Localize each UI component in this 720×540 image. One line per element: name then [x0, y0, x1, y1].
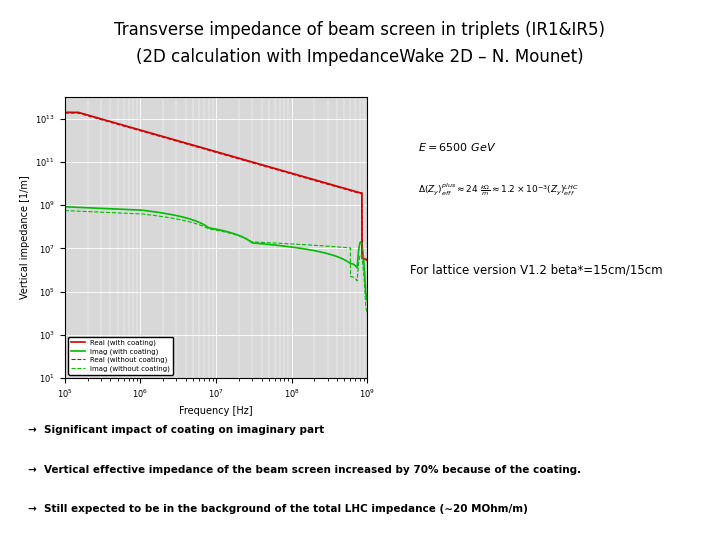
Text: $E = 6500\ GeV$: $E = 6500\ GeV$ — [418, 141, 496, 153]
Real (without coating) — [113, 121, 122, 127]
Real (with coating) — [176, 138, 185, 145]
X-axis label: Frequency [Hz]: Frequency [Hz] — [179, 406, 253, 416]
Text: For lattice version V1.2 beta*=15cm/15cm: For lattice version V1.2 beta*=15cm/15cm — [410, 264, 663, 276]
Imag (with coating) — [363, 298, 372, 304]
Real (without coating) — [60, 110, 69, 116]
Imag (with coating) — [176, 213, 185, 220]
Real (with coating) — [325, 181, 333, 187]
Real (without coating) — [363, 257, 372, 264]
Real (with coating) — [363, 256, 372, 263]
Imag (without coating) — [95, 209, 104, 215]
Line: Imag (without coating): Imag (without coating) — [65, 211, 367, 314]
Imag (without coating) — [189, 220, 198, 226]
Legend: Real (with coating), Imag (with coating), Real (without coating), Imag (without : Real (with coating), Imag (with coating)… — [68, 337, 173, 375]
Y-axis label: Vertical impedance [1/m]: Vertical impedance [1/m] — [19, 176, 30, 300]
Real (with coating) — [357, 190, 366, 196]
Text: Transverse impedance of beam screen in triplets (IR1&IR5): Transverse impedance of beam screen in t… — [114, 21, 606, 39]
Real (with coating) — [189, 142, 198, 149]
Imag (without coating) — [325, 243, 333, 249]
Imag (without coating) — [113, 210, 122, 216]
Text: →  Significant impact of coating on imaginary part: → Significant impact of coating on imagi… — [28, 425, 325, 435]
Real (without coating) — [325, 181, 333, 188]
Imag (without coating) — [176, 217, 185, 223]
Real (with coating) — [60, 109, 69, 116]
Text: $\Delta(Z_y)_{eff}^{plus} \approx 24\ \frac{k\Omega}{m} \approx 1.2\times10^{-3}: $\Delta(Z_y)_{eff}^{plus} \approx 24\ \f… — [418, 182, 578, 199]
Imag (with coating) — [60, 204, 69, 210]
Text: (2D calculation with ImpedanceWake 2D – N. Mounet): (2D calculation with ImpedanceWake 2D – … — [136, 48, 584, 66]
Imag (with coating) — [189, 217, 198, 224]
Real (with coating) — [95, 115, 104, 122]
Real (without coating) — [95, 116, 104, 123]
Imag (without coating) — [357, 252, 366, 259]
Imag (with coating) — [113, 206, 122, 212]
Imag (without coating) — [363, 311, 372, 318]
Text: →  Vertical effective impedance of the beam screen increased by 70% because of t: → Vertical effective impedance of the be… — [28, 464, 582, 475]
Line: Real (without coating): Real (without coating) — [65, 113, 367, 260]
Real (without coating) — [176, 139, 185, 146]
Line: Real (with coating): Real (with coating) — [65, 112, 367, 260]
Line: Imag (with coating): Imag (with coating) — [65, 207, 367, 301]
Imag (without coating) — [60, 207, 69, 214]
Text: →  Still expected to be in the background of the total LHC impedance (∼20 MOhm/m: → Still expected to be in the background… — [28, 504, 528, 514]
Imag (with coating) — [357, 239, 366, 246]
Imag (with coating) — [325, 251, 333, 257]
Imag (with coating) — [95, 205, 104, 212]
Real (without coating) — [189, 143, 198, 150]
Real (without coating) — [357, 190, 366, 197]
Real (with coating) — [113, 120, 122, 127]
